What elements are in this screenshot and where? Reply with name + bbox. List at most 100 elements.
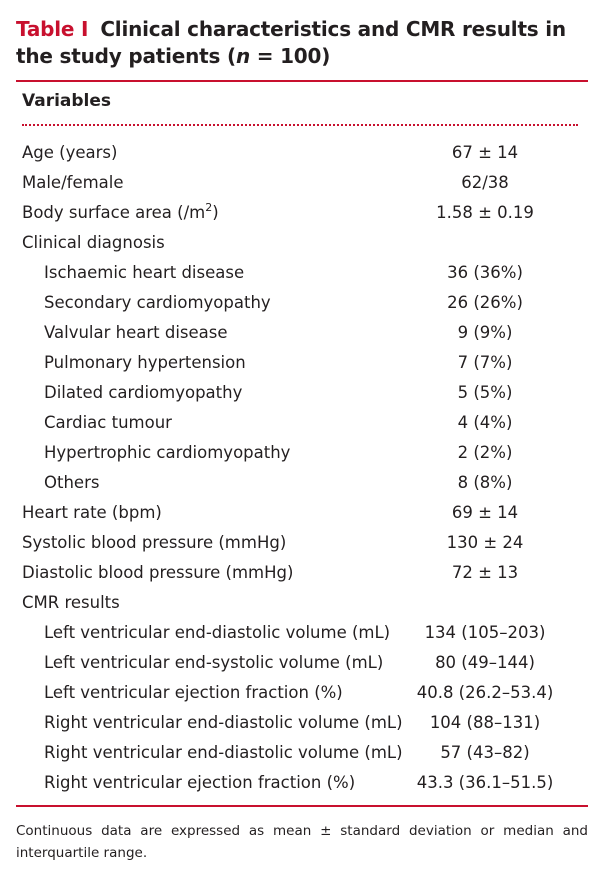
variable-name: Systolic blood pressure (mmHg) bbox=[22, 528, 286, 558]
variable-name-text: Secondary cardiomyopathy bbox=[44, 293, 271, 312]
unit-superscript: 2 bbox=[205, 200, 213, 214]
variable-name-text: Valvular heart disease bbox=[44, 323, 228, 342]
table-row: CMR results bbox=[0, 588, 604, 618]
variable-name: Body surface area (/m2) bbox=[22, 198, 219, 228]
variable-name-text: Others bbox=[44, 473, 100, 492]
table-row: Others 8 (8%) bbox=[0, 468, 604, 498]
variable-value: 134 (105–203) bbox=[424, 623, 546, 642]
variable-name: Heart rate (bpm) bbox=[22, 498, 162, 528]
header-dotted-rule bbox=[22, 124, 578, 126]
variable-name-text: CMR results bbox=[22, 593, 120, 612]
table-row: Male/female 62/38 bbox=[0, 168, 604, 198]
table-row: Left ventricular ejection fraction (%) 40… bbox=[0, 678, 604, 708]
variable-name: CMR results bbox=[22, 588, 120, 618]
variable-name: Right ventricular end-diastolic volume (… bbox=[44, 708, 403, 738]
variable-name: Diastolic blood pressure (mmHg) bbox=[22, 558, 293, 588]
variable-value: 1.58 ± 0.19 bbox=[436, 203, 534, 222]
table-row: Systolic blood pressure (mmHg) 130 ± 24 bbox=[0, 528, 604, 558]
variable-value: 7 (7%) bbox=[457, 353, 513, 372]
variable-name-text: Dilated cardiomyopathy bbox=[44, 383, 243, 402]
variable-value bbox=[400, 228, 570, 258]
variable-name: Right ventricular ejection fraction (%) bbox=[44, 768, 355, 798]
top-rule bbox=[16, 80, 588, 82]
variable-value: 67 ± 14 bbox=[451, 143, 519, 162]
variable-name-text: Right ventricular end-diastolic volume (… bbox=[44, 743, 403, 762]
table-row: Heart rate (bpm) 69 ± 14 bbox=[0, 498, 604, 528]
variable-name-text: Ischaemic heart disease bbox=[44, 263, 245, 282]
table-row: Right ventricular ejection fraction (%) 4… bbox=[0, 768, 604, 798]
variable-name-text: Age (years) bbox=[22, 143, 118, 162]
table-row: Pulmonary hypertension 7 (7%) bbox=[0, 348, 604, 378]
variable-name-text: Heart rate (bpm) bbox=[22, 503, 162, 522]
table-body: Age (years) 67 ± 14 Male/female 62/38 Body s… bbox=[0, 138, 604, 798]
variable-value: 43.3 (36.1–51.5) bbox=[416, 773, 554, 792]
variable-name-text: Diastolic blood pressure (mmHg) bbox=[22, 563, 294, 582]
table-row: Valvular heart disease 9 (9%) bbox=[0, 318, 604, 348]
table-title-n: n bbox=[235, 44, 250, 68]
variable-name-text: Male/female bbox=[22, 173, 124, 192]
table-row: Secondary cardiomyopathy 26 (26%) bbox=[0, 288, 604, 318]
table-row: Age (years) 67 ± 14 bbox=[0, 138, 604, 168]
variable-value: 26 (26%) bbox=[447, 293, 523, 312]
variable-value bbox=[400, 588, 570, 618]
table-row: Left ventricular end-diastolic volume (m… bbox=[0, 618, 604, 648]
table-row: Dilated cardiomyopathy 5 (5%) bbox=[0, 378, 604, 408]
variable-name: Others bbox=[44, 468, 99, 498]
variable-name-text: Left ventricular ejection fraction (%) bbox=[44, 683, 343, 702]
table-row: Left ventricular end-systolic volume (mL… bbox=[0, 648, 604, 678]
variable-value: 5 (5%) bbox=[457, 383, 513, 402]
variable-value: 72 ± 13 bbox=[451, 563, 519, 582]
variable-value: 36 (36%) bbox=[447, 263, 523, 282]
variable-name: Right ventricular end-diastolic volume (… bbox=[44, 738, 403, 768]
table-caption: Table I Clinical characteristics and CMR … bbox=[16, 16, 596, 70]
variable-value: 8 (8%) bbox=[457, 473, 513, 492]
variable-name: Left ventricular end-diastolic volume (m… bbox=[44, 618, 390, 648]
variable-name: Hypertrophic cardiomyopathy bbox=[44, 438, 290, 468]
variable-name: Dilated cardiomyopathy bbox=[44, 378, 242, 408]
table-label: Table I bbox=[16, 17, 89, 41]
table-footnote: Continuous data are expressed as mean ± … bbox=[16, 823, 588, 861]
variable-name: Ischaemic heart disease bbox=[44, 258, 244, 288]
variable-name-text: Clinical diagnosis bbox=[22, 233, 165, 252]
variable-value: 130 ± 24 bbox=[446, 533, 524, 552]
variable-value: 57 (43–82) bbox=[440, 743, 530, 762]
variable-value: 4 (4%) bbox=[457, 413, 513, 432]
variable-value: 62/38 bbox=[461, 173, 509, 192]
table-row: Diastolic blood pressure (mmHg) 72 ± 13 bbox=[0, 558, 604, 588]
variable-value: 2 (2%) bbox=[457, 443, 513, 462]
table-row: Body surface area (/m2) 1.58 ± 0.19 bbox=[0, 198, 604, 228]
variable-name-end: ) bbox=[212, 203, 219, 222]
variable-name: Age (years) bbox=[22, 138, 117, 168]
variable-name: Pulmonary hypertension bbox=[44, 348, 246, 378]
variable-name-text: Left ventricular end-systolic volume (mL… bbox=[44, 653, 384, 672]
variable-name: Cardiac tumour bbox=[44, 408, 172, 438]
variable-name: Clinical diagnosis bbox=[22, 228, 165, 258]
variable-value: 104 (88–131) bbox=[429, 713, 541, 732]
table-title-part1: Clinical characteristics and CMR results… bbox=[16, 17, 566, 68]
variable-name: Left ventricular end-systolic volume (mL… bbox=[44, 648, 383, 678]
variable-value: 80 (49–144) bbox=[435, 653, 535, 672]
variable-name-text: Systolic blood pressure (mmHg) bbox=[22, 533, 287, 552]
table-row: Hypertrophic cardiomyopathy 2 (2%) bbox=[0, 438, 604, 468]
table-row: Right ventricular end-diastolic volume (… bbox=[0, 708, 604, 738]
variable-name-text: Hypertrophic cardiomyopathy bbox=[44, 443, 291, 462]
variable-name-text: Left ventricular end-diastolic volume (m… bbox=[44, 623, 391, 642]
table-row: Ischaemic heart disease 36 (36%) bbox=[0, 258, 604, 288]
variable-value: 40.8 (26.2–53.4) bbox=[416, 683, 554, 702]
table-row: Cardiac tumour 4 (4%) bbox=[0, 408, 604, 438]
variable-name: Valvular heart disease bbox=[44, 318, 228, 348]
column-header-variables: Variables bbox=[22, 91, 112, 111]
variable-value: 69 ± 14 bbox=[451, 503, 519, 522]
variable-name: Male/female bbox=[22, 168, 124, 198]
variable-name-text: Right ventricular ejection fraction (%) bbox=[44, 773, 356, 792]
variable-name: Left ventricular ejection fraction (%) bbox=[44, 678, 343, 708]
table-row: Clinical diagnosis bbox=[0, 228, 604, 258]
variable-name: Secondary cardiomyopathy bbox=[44, 288, 271, 318]
table-title-part2: = 100) bbox=[250, 44, 331, 68]
variable-name-text: Cardiac tumour bbox=[44, 413, 172, 432]
variable-name-text: Body surface area (/m bbox=[22, 203, 206, 222]
variable-name-text: Pulmonary hypertension bbox=[44, 353, 246, 372]
variable-value: 9 (9%) bbox=[457, 323, 513, 342]
variable-name-text: Right ventricular end-diastolic volume (… bbox=[44, 713, 403, 732]
